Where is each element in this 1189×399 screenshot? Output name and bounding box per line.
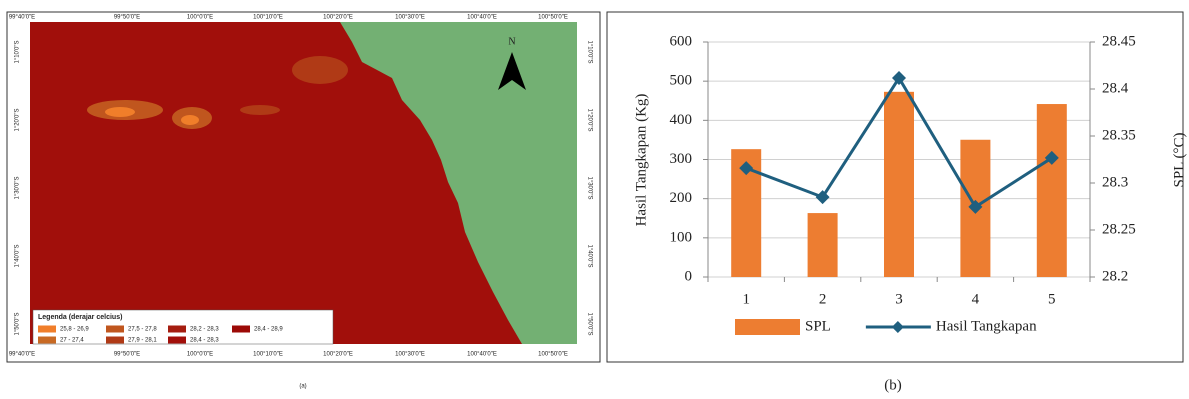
lon-label: 100°0'0"E [187, 352, 213, 358]
lon-label: 100°30'0"E [395, 15, 425, 21]
lat-label: 1°50'0"S [15, 312, 21, 335]
lon-label: 99°40'0"E [9, 15, 35, 21]
lon-label: 100°30'0"E [395, 352, 425, 358]
map-patch [105, 107, 135, 117]
lat-label: 1°20'0"S [586, 108, 592, 131]
y-axis-title: Hasil Tangkapan (Kg) [633, 94, 649, 227]
figure: N Legenda (derajar celcius) (a) 99°40'0"… [0, 0, 1189, 399]
lon-label: 100°50'0"E [538, 352, 568, 358]
y-tick-label: 200 [670, 190, 693, 206]
map-panel: N Legenda (derajar celcius) (a) 99°40'0"… [7, 12, 600, 390]
lon-label: 100°0'0"E [187, 15, 213, 21]
caption: (b) [884, 377, 902, 393]
legend-label: Hasil Tangkapan [936, 318, 1037, 334]
y-tick-label: 400 [670, 112, 693, 128]
legend-label: 28,4 - 28,9 [254, 327, 283, 333]
north-label: N [508, 36, 515, 47]
legend-label: SPL [805, 318, 831, 334]
y2-tick-label: 28.3 [1102, 174, 1128, 190]
y2-tick-label: 28.45 [1102, 33, 1136, 49]
map-legend-title: Legenda (derajar celcius) [38, 314, 122, 321]
bar [884, 92, 914, 277]
y-tick-label: 100 [670, 229, 693, 245]
y2-tick-label: 28.2 [1102, 268, 1128, 284]
lon-label: 100°10'0"E [253, 352, 283, 358]
y2-tick-label: 28.25 [1102, 221, 1136, 237]
legend-label: 27,5 - 27,8 [128, 327, 157, 333]
legend-swatch [168, 337, 186, 344]
map-patch [181, 115, 199, 125]
lat-label: 1°40'0"S [15, 244, 21, 267]
y2-tick-label: 28.4 [1102, 80, 1129, 96]
x-tick-label: 5 [1048, 291, 1056, 307]
x-tick-label: 4 [972, 291, 980, 307]
legend-swatch [232, 326, 250, 333]
legend-label: 28,4 - 28,3 [190, 338, 219, 344]
lon-label: 100°20'0"E [323, 352, 353, 358]
x-tick-label: 2 [819, 291, 827, 307]
bar [808, 213, 838, 277]
legend-label: 27 - 27,4 [60, 338, 84, 344]
lat-label: 1°50'0"S [586, 312, 592, 335]
legend-swatch [735, 319, 800, 335]
map-patch [240, 105, 280, 115]
lat-label: 1°30'0"S [15, 176, 21, 199]
legend-swatch [106, 337, 124, 344]
x-tick-label: 3 [895, 291, 903, 307]
lon-label: 100°50'0"E [538, 15, 568, 21]
y2-tick-label: 28.35 [1102, 127, 1136, 143]
lon-label: 100°40'0"E [467, 15, 497, 21]
legend-swatch [106, 326, 124, 333]
chart-panel: (b) Hasil Tangkapan (Kg) SPL (°C) 0 100 20… [607, 12, 1187, 393]
y-tick-label: 500 [670, 73, 693, 89]
lat-label: 1°10'0"S [586, 40, 592, 63]
lat-label: 1°10'0"S [15, 40, 21, 63]
legend-swatch [38, 326, 56, 333]
lon-label: 99°40'0"E [9, 352, 35, 358]
y2-axis-title: SPL (°C) [1171, 132, 1187, 187]
lon-label: 99°50'0"E [114, 352, 140, 358]
caption: (a) [299, 384, 306, 390]
lon-label: 99°50'0"E [114, 15, 140, 21]
legend-label: 28,2 - 28,3 [190, 327, 219, 333]
legend-label: 27,9 - 28,1 [128, 338, 157, 344]
y-tick-label: 300 [670, 151, 693, 167]
lat-label: 1°20'0"S [15, 108, 21, 131]
x-tick-label: 1 [742, 291, 750, 307]
lon-label: 100°20'0"E [323, 15, 353, 21]
lon-label: 100°10'0"E [253, 15, 283, 21]
lon-label: 100°40'0"E [467, 352, 497, 358]
y-tick-label: 0 [685, 268, 693, 284]
lat-label: 1°40'0"S [586, 244, 592, 267]
bar [1037, 104, 1067, 277]
map-patch [292, 56, 348, 84]
y-tick-label: 600 [670, 33, 693, 49]
legend-swatch [168, 326, 186, 333]
legend-swatch [38, 337, 56, 344]
legend-label: 25,8 - 26,9 [60, 327, 89, 333]
lat-label: 1°30'0"S [586, 176, 592, 199]
